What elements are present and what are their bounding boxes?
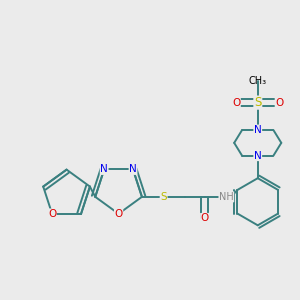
Text: O: O xyxy=(48,209,56,219)
Text: N: N xyxy=(254,125,262,135)
Text: O: O xyxy=(232,98,240,108)
Text: S: S xyxy=(160,192,167,202)
Text: N: N xyxy=(254,151,262,160)
Text: S: S xyxy=(254,96,261,109)
Text: CH₃: CH₃ xyxy=(249,76,267,86)
Text: N: N xyxy=(129,164,137,174)
Text: O: O xyxy=(115,209,123,219)
Text: O: O xyxy=(275,98,284,108)
Text: O: O xyxy=(201,213,209,224)
Text: N: N xyxy=(100,164,108,174)
Text: NH: NH xyxy=(219,192,234,202)
